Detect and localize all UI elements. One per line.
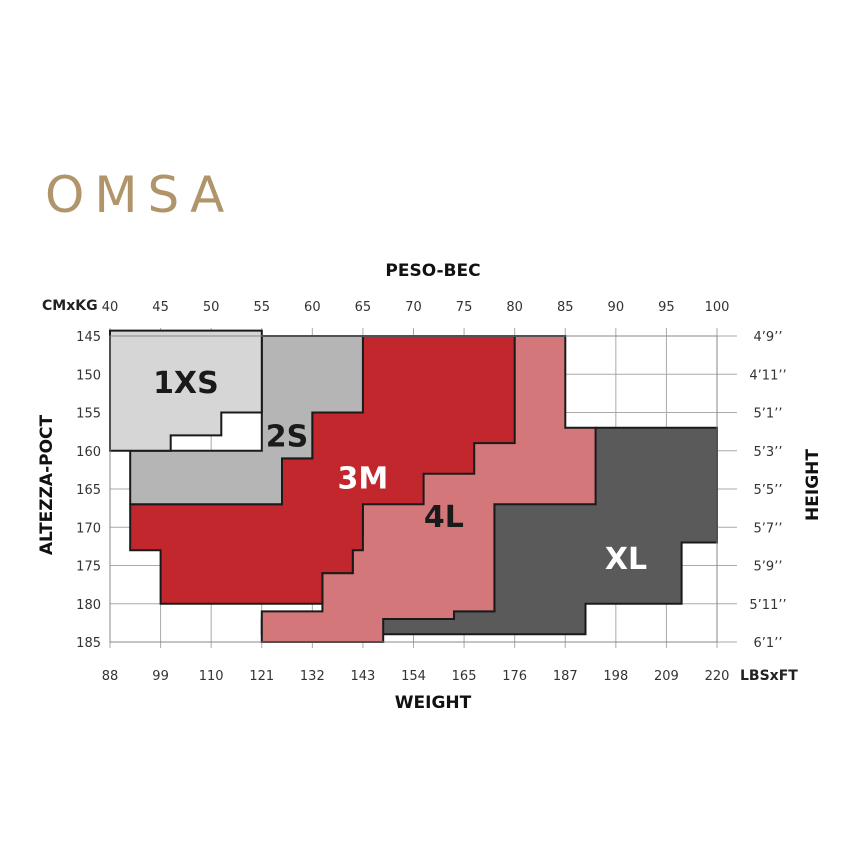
right-tick-label: 5’9’’ xyxy=(754,560,783,575)
size-region-1xs xyxy=(109,329,263,452)
size-label-1xs: 1XS xyxy=(153,366,219,401)
left-tick-label: 165 xyxy=(76,483,101,498)
size-label-3m: 3M xyxy=(338,462,389,497)
right-tick-label: 4’11’’ xyxy=(749,368,786,383)
top-tick-label: 40 xyxy=(102,300,119,315)
plot-border xyxy=(109,335,718,643)
left-tick-label: 180 xyxy=(76,598,101,613)
right-tick-label: 6’1’’ xyxy=(754,636,783,651)
left-tick-label: 185 xyxy=(76,636,101,651)
left-tick-label: 170 xyxy=(76,521,101,536)
left-tick-label: 145 xyxy=(76,330,101,345)
bottom-tick-label: 143 xyxy=(351,669,376,684)
size-labels: XL 4L 3M 2S 1XS xyxy=(153,366,647,577)
size-label-2s: 2S xyxy=(266,419,308,454)
top-tick-label: 100 xyxy=(705,300,730,315)
top-tick-label: 60 xyxy=(304,300,321,315)
bottom-tick-label: 121 xyxy=(249,669,274,684)
right-tick-label: 5’1’’ xyxy=(754,407,783,422)
size-label-4l: 4L xyxy=(424,500,464,535)
bottom-tick-label: 209 xyxy=(654,669,679,684)
size-label-xl: XL xyxy=(605,542,647,577)
bottom-tick-label: 110 xyxy=(199,669,224,684)
top-tick-label: 70 xyxy=(405,300,422,315)
top-tick-label: 75 xyxy=(456,300,473,315)
right-tick-label: 5’3’’ xyxy=(754,445,783,460)
right-axis-title: HEIGHT xyxy=(803,449,823,521)
left-axis-title: ALTEZZA-POCT xyxy=(37,414,57,555)
right-tick-label: 5’5’’ xyxy=(754,483,783,498)
plot-frame xyxy=(109,335,718,643)
bottom-tick-label: 187 xyxy=(553,669,578,684)
left-tick-label: 155 xyxy=(76,407,101,422)
top-tick-label: 65 xyxy=(355,300,372,315)
bottom-tick-label: 88 xyxy=(102,669,119,684)
brand-logo: OMSA xyxy=(45,166,234,224)
top-axis-unit-label: CMxKG xyxy=(42,298,98,314)
logo-text: OMSA xyxy=(45,166,234,224)
left-tick-label: 175 xyxy=(76,560,101,575)
bottom-axis-title: WEIGHT xyxy=(395,693,472,713)
bottom-tick-label: 132 xyxy=(300,669,325,684)
bottom-tick-label: 198 xyxy=(603,669,628,684)
bottom-axis-unit-label: LBSxFT xyxy=(740,668,798,684)
bottom-tick-label: 99 xyxy=(152,669,169,684)
left-tick-label: 150 xyxy=(76,368,101,383)
top-tick-label: 95 xyxy=(658,300,675,315)
right-tick-label: 4’9’’ xyxy=(754,330,783,345)
bottom-tick-label: 176 xyxy=(502,669,527,684)
top-tick-label: 80 xyxy=(506,300,523,315)
left-tick-label: 160 xyxy=(76,445,101,460)
right-tick-label: 5’7’’ xyxy=(754,521,783,536)
bottom-tick-label: 220 xyxy=(705,669,730,684)
size-region-2s xyxy=(129,335,364,506)
top-tick-label: 85 xyxy=(557,300,574,315)
size-regions xyxy=(109,329,718,643)
tick-labels: 40 45 50 55 60 65 70 75 80 85 90 95 100 88 99 110 121 132… xyxy=(76,300,786,684)
right-tick-label: 5’11’’ xyxy=(749,598,786,613)
bottom-tick-label: 165 xyxy=(452,669,477,684)
top-tick-label: 50 xyxy=(203,300,220,315)
bottom-tick-label: 154 xyxy=(401,669,426,684)
top-tick-label: 90 xyxy=(608,300,625,315)
top-tick-label: 45 xyxy=(152,300,169,315)
top-tick-label: 55 xyxy=(253,300,270,315)
top-axis-title: PESO-BEC xyxy=(385,261,480,281)
